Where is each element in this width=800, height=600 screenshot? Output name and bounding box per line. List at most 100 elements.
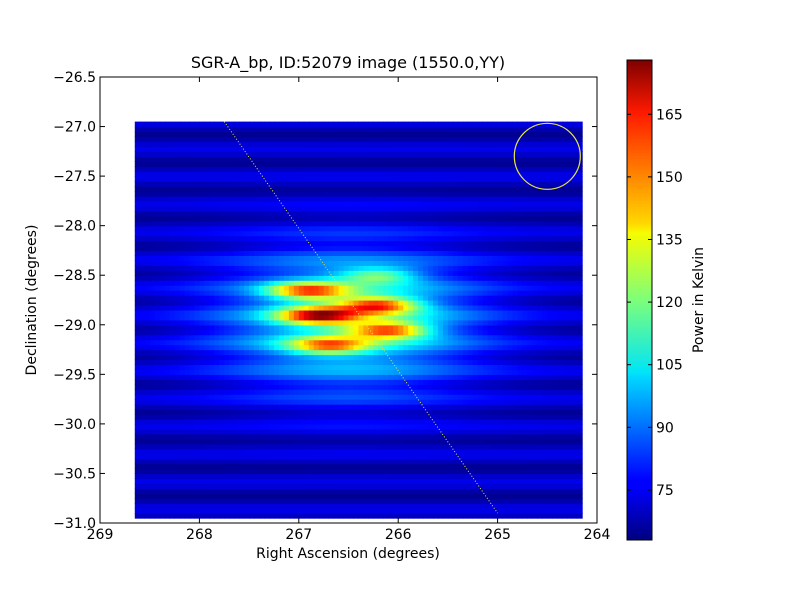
heatmap-cell (452, 255, 459, 261)
heatmap-cell (537, 260, 543, 266)
heatmap-cell (482, 364, 489, 370)
heatmap-cell (353, 468, 360, 475)
heatmap-cell (204, 334, 210, 341)
heatmap-cell (189, 394, 196, 400)
heatmap-cell (149, 498, 156, 504)
heatmap-cell (447, 453, 454, 460)
heatmap-cell (462, 453, 469, 460)
heatmap-cell (288, 270, 295, 276)
heatmap-cell (249, 354, 255, 361)
heatmap-cell (413, 493, 419, 499)
heatmap-cell (462, 423, 469, 430)
heatmap-cell (199, 389, 205, 395)
heatmap-cell (268, 250, 275, 256)
heatmap-cell (214, 255, 220, 261)
heatmap-cell (229, 404, 235, 410)
heatmap-cell (572, 304, 578, 311)
heatmap-cell (512, 493, 519, 499)
heatmap-cell (522, 508, 529, 514)
heatmap-cell (288, 369, 295, 375)
heatmap-cell (557, 508, 563, 514)
heatmap-cell (537, 329, 543, 336)
heatmap-cell (522, 344, 529, 351)
heatmap-cell (378, 329, 384, 336)
heatmap-cell (383, 468, 389, 475)
heatmap-cell (303, 493, 310, 499)
heatmap-cell (229, 389, 235, 395)
heatmap-cell (363, 359, 369, 366)
heatmap-cell (428, 339, 434, 346)
heatmap-cell (452, 359, 459, 366)
heatmap-cell (179, 374, 186, 380)
heatmap-cell (557, 409, 563, 415)
heatmap-cell (398, 503, 404, 509)
heatmap-cell (338, 295, 345, 301)
heatmap-cell (482, 324, 489, 331)
heatmap-cell (278, 404, 285, 410)
heatmap-cell (507, 399, 514, 405)
heatmap-cell (452, 513, 459, 519)
heatmap-cell (144, 359, 151, 366)
heatmap-cell (323, 285, 330, 291)
heatmap-cell (423, 423, 429, 430)
heatmap-cell (194, 483, 200, 489)
heatmap-cell (477, 498, 484, 504)
heatmap-cell (512, 384, 519, 390)
heatmap-cell (174, 443, 181, 450)
heatmap-cell (159, 260, 166, 266)
heatmap-cell (219, 483, 225, 489)
heatmap-cell (542, 349, 548, 356)
heatmap-cell (288, 428, 295, 435)
heatmap-cell (139, 334, 146, 341)
heatmap-cell (532, 409, 538, 415)
heatmap-cell (368, 488, 374, 494)
heatmap-cell (537, 354, 543, 361)
heatmap-cell (413, 463, 419, 470)
heatmap-cell (249, 329, 255, 336)
heatmap-cell (567, 349, 573, 356)
heatmap-cell (413, 413, 419, 420)
heatmap-cell (333, 423, 340, 430)
heatmap-cell (428, 418, 434, 425)
heatmap-cell (398, 339, 404, 346)
heatmap-cell (537, 364, 543, 370)
heatmap-cell (517, 354, 524, 361)
heatmap-cell (467, 488, 474, 494)
heatmap-cell (234, 428, 240, 435)
heatmap-cell (393, 300, 399, 306)
heatmap-cell (224, 443, 230, 450)
heatmap-cell (567, 418, 573, 425)
heatmap-cell (383, 413, 389, 420)
heatmap-cell (278, 418, 285, 425)
heatmap-cell (482, 245, 489, 252)
heatmap-cell (532, 304, 538, 311)
heatmap-cell (562, 270, 568, 276)
heatmap-cell (249, 413, 255, 420)
heatmap-cell (398, 314, 404, 321)
heatmap-cell (562, 433, 568, 440)
heatmap-cell (532, 478, 538, 484)
heatmap-cell (358, 364, 365, 370)
heatmap-cell (388, 399, 394, 405)
heatmap-cell (418, 314, 424, 321)
heatmap-cell (477, 349, 484, 356)
heatmap-cell (477, 314, 484, 321)
heatmap-cell (447, 508, 454, 514)
heatmap-cell (358, 359, 365, 366)
heatmap-cell (557, 473, 563, 479)
heatmap-cell (517, 428, 524, 435)
heatmap-cell (472, 319, 479, 326)
heatmap-cell (333, 468, 340, 475)
heatmap-cell (323, 473, 330, 479)
heatmap-cell (413, 265, 419, 271)
heatmap-cell (219, 270, 225, 276)
heatmap-cell (278, 270, 285, 276)
heatmap-cell (229, 399, 235, 405)
heatmap-cell (398, 399, 404, 405)
heatmap-cell (408, 488, 414, 494)
heatmap-cell (303, 334, 310, 341)
heatmap-cell (502, 468, 509, 475)
heatmap-cell (353, 314, 360, 321)
heatmap-cell (472, 314, 479, 321)
heatmap-cell (462, 304, 469, 311)
